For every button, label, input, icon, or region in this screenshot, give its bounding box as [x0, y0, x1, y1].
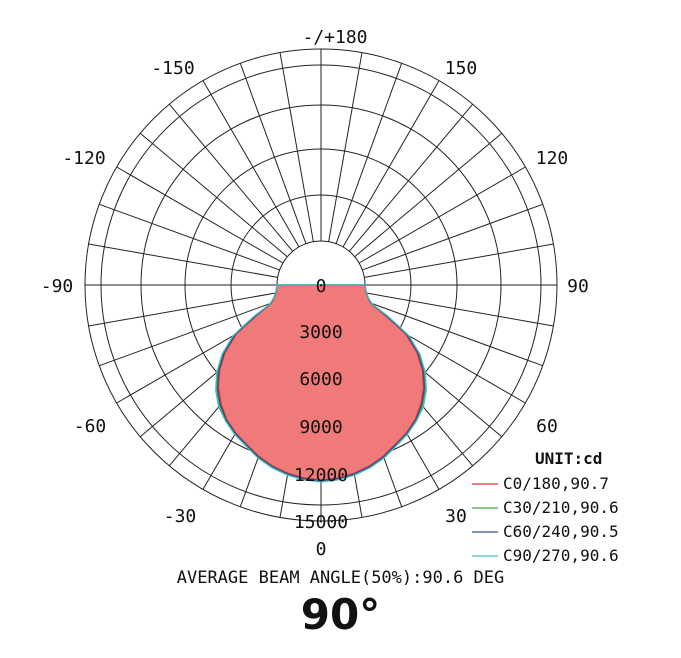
- series-curve-3: [215, 284, 427, 483]
- grid-spoke-190: [279, 52, 314, 242]
- grid-spoke-100: [364, 243, 554, 278]
- grid-spoke-130: [354, 132, 503, 258]
- angle-label-8: -60: [74, 416, 107, 437]
- grid-spoke-120: [358, 166, 526, 264]
- unit-label: UNIT:cd: [535, 449, 602, 468]
- ring-label-1: 3000: [299, 322, 342, 343]
- beam-angle-caption: AVERAGE BEAM ANGLE(50%):90.6 DEG: [176, 568, 505, 588]
- legend-entry-2: C60/240,90.5: [503, 522, 619, 541]
- angle-label-9: -90: [41, 276, 74, 297]
- grid-spoke-160: [335, 63, 403, 244]
- beam-angle-big-label: 90°: [300, 590, 381, 639]
- grid-spoke-250: [99, 203, 280, 271]
- ring-label-3: 9000: [299, 417, 342, 438]
- legend-entry-1: C30/210,90.6: [503, 498, 619, 517]
- grid-spoke-260: [88, 243, 278, 278]
- ring-label-5: 15000: [294, 512, 348, 533]
- legend: UNIT:cd C0/180,90.7 C30/210,90.6 C60/240,9…: [472, 449, 619, 565]
- angle-label-10: -120: [62, 148, 105, 169]
- legend-entry-0: C0/180,90.7: [503, 474, 609, 493]
- ring-label-0: 0: [316, 276, 327, 297]
- angle-labels: -/+180 150 120 90 60 30 0 -30 -60 -90 -120 -150: [41, 27, 589, 560]
- ring-labels: 0 3000 6000 9000 12000 15000: [294, 276, 348, 533]
- grid-spoke-80: [364, 292, 554, 327]
- angle-label-4: 60: [536, 416, 558, 437]
- angle-label-3: 90: [567, 276, 589, 297]
- grid-spoke-140: [348, 103, 474, 252]
- distribution-area: [218, 285, 424, 480]
- angle-label-7: -30: [164, 506, 197, 527]
- grid-spoke-240: [116, 166, 284, 264]
- ring-label-2: 6000: [299, 369, 342, 390]
- angle-label-2: 120: [536, 148, 569, 169]
- angle-label-6: 0: [316, 539, 327, 560]
- angle-label-5: 30: [445, 506, 467, 527]
- grid-spoke-70: [362, 299, 543, 367]
- angle-label-0: -/+180: [302, 27, 367, 48]
- angle-label-11: -150: [151, 58, 194, 79]
- grid-spoke-170: [328, 52, 363, 242]
- distribution-curves: [215, 284, 427, 483]
- grid-spoke-220: [168, 103, 294, 252]
- grid-spoke-280: [88, 292, 278, 327]
- grid-spoke-200: [239, 63, 307, 244]
- ring-label-4: 12000: [294, 465, 348, 486]
- legend-entry-3: C90/270,90.6: [503, 546, 619, 565]
- grid-spoke-150: [342, 80, 440, 248]
- angle-label-1: 150: [445, 58, 478, 79]
- grid-spoke-290: [99, 299, 280, 367]
- grid-spoke-230: [139, 132, 288, 258]
- grid-spoke-110: [362, 203, 543, 271]
- distribution-fill: [218, 285, 424, 480]
- grid-spoke-210: [202, 80, 300, 248]
